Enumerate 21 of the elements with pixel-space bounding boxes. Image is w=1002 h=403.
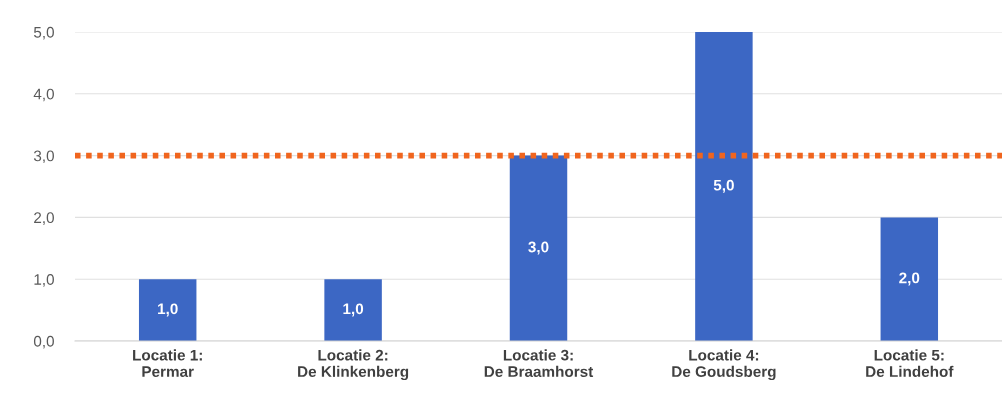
data-label: 2,0 bbox=[899, 272, 920, 286]
data-label: 1,0 bbox=[343, 303, 364, 317]
x-tick-label: Locatie 3: De Braamhorst bbox=[484, 349, 594, 378]
bar bbox=[509, 155, 568, 341]
y-tick-label: 5,0 bbox=[33, 26, 54, 40]
y-tick-label: 3,0 bbox=[33, 150, 54, 164]
data-label: 5,0 bbox=[713, 179, 734, 193]
data-label: 1,0 bbox=[158, 303, 178, 317]
x-tick-label: Locatie 4: De Goudsberg bbox=[672, 349, 776, 381]
data-label: 3,0 bbox=[528, 241, 549, 255]
x-tick-label: Locatie 5: De Lindehof bbox=[866, 349, 954, 378]
y-tick-label: 2,0 bbox=[34, 212, 54, 225]
x-tick-label: Locatie 1: Permar bbox=[133, 349, 202, 378]
bar bbox=[695, 32, 753, 341]
y-tick-label: 4,0 bbox=[33, 88, 54, 102]
x-tick-label: Locatie 2: De Klinkenberg bbox=[298, 349, 409, 381]
y-tick-label: 1,0 bbox=[34, 274, 54, 287]
bar bbox=[880, 217, 939, 341]
bar bbox=[138, 279, 197, 341]
y-tick-label: 0,0 bbox=[33, 335, 54, 349]
bar bbox=[324, 279, 382, 341]
